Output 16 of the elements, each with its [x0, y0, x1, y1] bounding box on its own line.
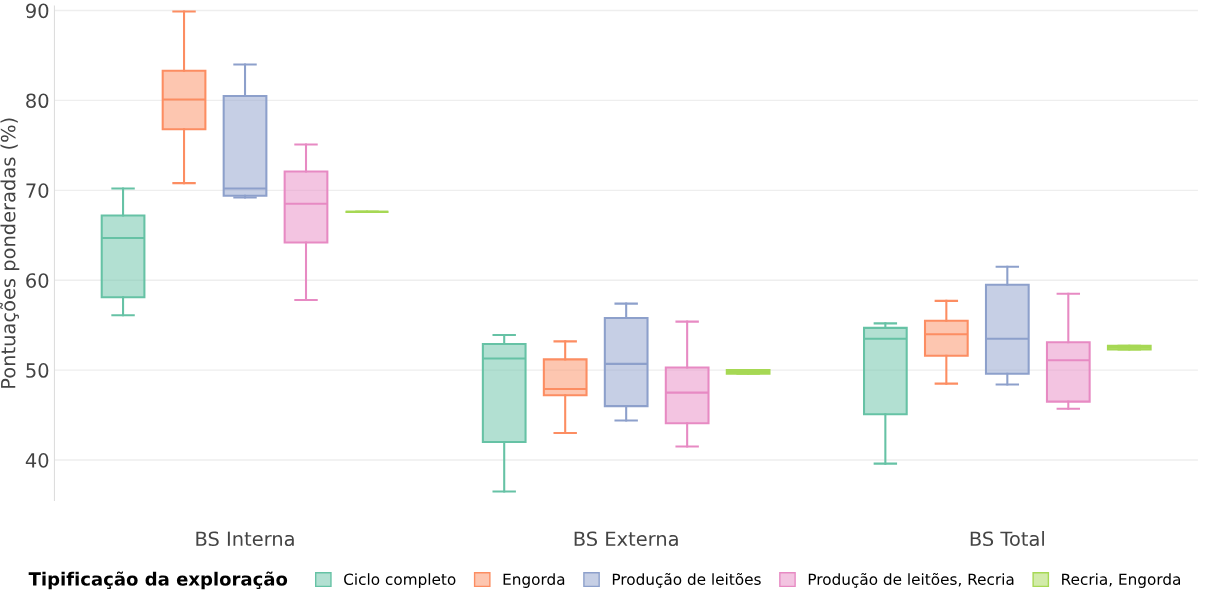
- y-axis-title: Pontuações ponderadas (%): [0, 118, 20, 388]
- y-tick-label: 80: [26, 93, 49, 109]
- y-tick-label: 90: [26, 3, 49, 19]
- legend-label: Engorda: [503, 573, 565, 588]
- legend-label: Ciclo completo: [344, 573, 456, 588]
- legend-title: Tipificação da exploração: [28, 571, 288, 590]
- x-tick-label: BS Total: [970, 531, 1044, 547]
- y-tick-label: 70: [26, 183, 49, 198]
- y-tick-label: 40: [25, 452, 49, 468]
- legend-label: Produção de leitões: [612, 572, 761, 588]
- y-tick-label: 50: [26, 363, 49, 378]
- x-tick-label: BS Interna: [196, 531, 294, 547]
- legend-label: Produção de leitões, Recria: [808, 572, 1014, 588]
- x-tick-label: BS Externa: [574, 531, 678, 547]
- y-tick-label: 60: [26, 273, 49, 288]
- legend-label: Recria, Engorda: [1062, 573, 1181, 588]
